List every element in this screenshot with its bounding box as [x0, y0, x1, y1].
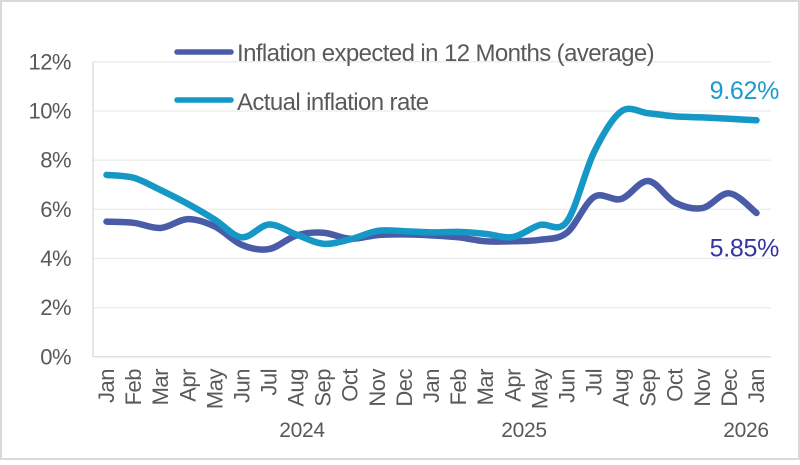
svg-text:4%: 4% — [40, 246, 71, 271]
svg-text:Feb: Feb — [446, 369, 471, 406]
svg-text:5.85%: 5.85% — [710, 234, 779, 262]
svg-text:Jan: Jan — [419, 369, 444, 403]
svg-text:May: May — [202, 369, 227, 410]
svg-text:2026: 2026 — [723, 419, 769, 442]
svg-text:0%: 0% — [40, 344, 71, 369]
svg-text:Jul: Jul — [257, 369, 282, 396]
svg-text:May: May — [527, 369, 552, 410]
svg-text:Dec: Dec — [392, 369, 417, 407]
svg-text:9.62%: 9.62% — [710, 77, 779, 105]
svg-text:2%: 2% — [40, 295, 71, 320]
svg-text:Sep: Sep — [311, 369, 336, 407]
svg-text:Dec: Dec — [717, 369, 742, 407]
svg-text:Actual inflation rate: Actual inflation rate — [237, 89, 429, 116]
svg-text:Aug: Aug — [609, 369, 634, 407]
svg-text:Sep: Sep — [636, 369, 661, 407]
svg-text:Jun: Jun — [229, 369, 254, 403]
svg-text:Apr: Apr — [175, 369, 200, 402]
svg-text:Nov: Nov — [690, 369, 715, 407]
svg-text:Aug: Aug — [284, 369, 309, 407]
svg-text:12%: 12% — [28, 49, 71, 74]
svg-text:Inflation expected in 12 Month: Inflation expected in 12 Months (average… — [237, 40, 654, 67]
svg-text:Mar: Mar — [148, 369, 173, 406]
svg-text:Mar: Mar — [473, 369, 498, 406]
svg-text:Jan: Jan — [94, 369, 119, 403]
svg-text:Oct: Oct — [663, 369, 688, 402]
svg-text:10%: 10% — [28, 99, 71, 124]
svg-text:Jul: Jul — [582, 369, 607, 396]
svg-text:Feb: Feb — [121, 369, 146, 406]
svg-text:Oct: Oct — [338, 369, 363, 402]
svg-text:6%: 6% — [40, 197, 71, 222]
svg-text:2025: 2025 — [501, 419, 547, 442]
svg-text:Nov: Nov — [365, 369, 390, 407]
svg-text:Jan: Jan — [744, 369, 769, 403]
svg-text:8%: 8% — [40, 148, 71, 173]
svg-text:2024: 2024 — [279, 419, 325, 442]
svg-text:Apr: Apr — [500, 369, 525, 402]
svg-text:Jun: Jun — [554, 369, 579, 403]
